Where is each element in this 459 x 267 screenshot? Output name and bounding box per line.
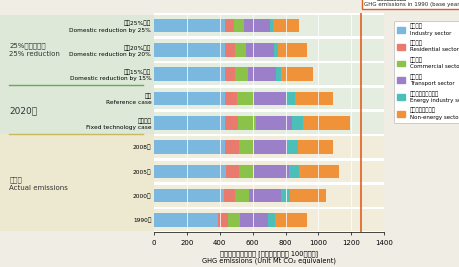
Text: 25%削減ケース
25% reduction: 25%削減ケース 25% reduction [9, 42, 60, 57]
Bar [233, 19, 243, 32]
Bar [154, 63, 383, 85]
Bar [274, 213, 306, 227]
Bar [288, 165, 299, 178]
Bar [154, 92, 224, 105]
Bar [154, 209, 383, 231]
Bar [154, 165, 225, 178]
Legend: 産業部門
Industry sector, 家庭部門
Residential sector, 業務部門
Commercial sector, 運輸部門
Tran: 産業部門 Industry sector, 家庭部門 Residential s… [393, 21, 459, 123]
Bar [281, 68, 313, 81]
X-axis label: 温室効果ガス排出量 [二酸化炭素換算 100万トン]
GHG emissions (Unit Mt CO₂ equivalent): 温室効果ガス排出量 [二酸化炭素換算 100万トン] GHG emissions… [202, 250, 336, 264]
Bar [218, 213, 228, 227]
Bar [254, 165, 288, 178]
Bar [224, 19, 233, 32]
Bar [248, 189, 280, 202]
Text: 2020年: 2020年 [9, 106, 37, 115]
Bar [243, 19, 269, 32]
Bar [228, 213, 239, 227]
Bar [286, 140, 297, 154]
Bar [154, 19, 224, 32]
Bar [269, 19, 273, 32]
Bar [154, 43, 224, 57]
Bar [255, 116, 291, 129]
Bar [154, 116, 224, 129]
Bar [285, 92, 295, 105]
Bar [154, 68, 224, 81]
Bar [225, 165, 238, 178]
Bar [224, 116, 237, 129]
Bar [273, 19, 299, 32]
Bar [154, 160, 383, 182]
Bar [276, 68, 281, 81]
Bar [154, 15, 383, 37]
Bar [224, 189, 235, 202]
Bar [224, 43, 234, 57]
Bar [154, 39, 383, 61]
Bar [237, 116, 255, 129]
Bar [154, 185, 383, 207]
Bar [291, 116, 302, 129]
Bar [154, 112, 383, 134]
Bar [290, 189, 325, 202]
Bar [154, 213, 218, 227]
Bar [295, 92, 332, 105]
Bar [234, 43, 246, 57]
Bar [154, 189, 224, 202]
Bar [268, 213, 274, 227]
Bar [238, 165, 254, 178]
Bar [224, 140, 238, 154]
Bar [154, 88, 383, 109]
Bar [224, 68, 235, 81]
Bar [235, 68, 247, 81]
Text: 実績値
Actual emissions: 実績値 Actual emissions [9, 176, 68, 191]
Bar [299, 165, 338, 178]
Bar [254, 140, 286, 154]
Bar [154, 136, 383, 158]
Bar [278, 43, 306, 57]
Bar [246, 43, 274, 57]
Bar [274, 43, 278, 57]
Bar [280, 189, 290, 202]
Bar [247, 68, 276, 81]
Bar [239, 213, 268, 227]
Bar [236, 92, 252, 105]
Bar [154, 140, 224, 154]
Bar [238, 140, 254, 154]
Bar [224, 92, 236, 105]
Bar [235, 189, 248, 202]
Bar [297, 140, 332, 154]
Bar [302, 116, 349, 129]
Bar [252, 92, 285, 105]
Text: 1990年（基準年）排出量
GHG emissions in 1990 (base year): 1990年（基準年）排出量 GHG emissions in 1990 (bas… [363, 0, 459, 7]
